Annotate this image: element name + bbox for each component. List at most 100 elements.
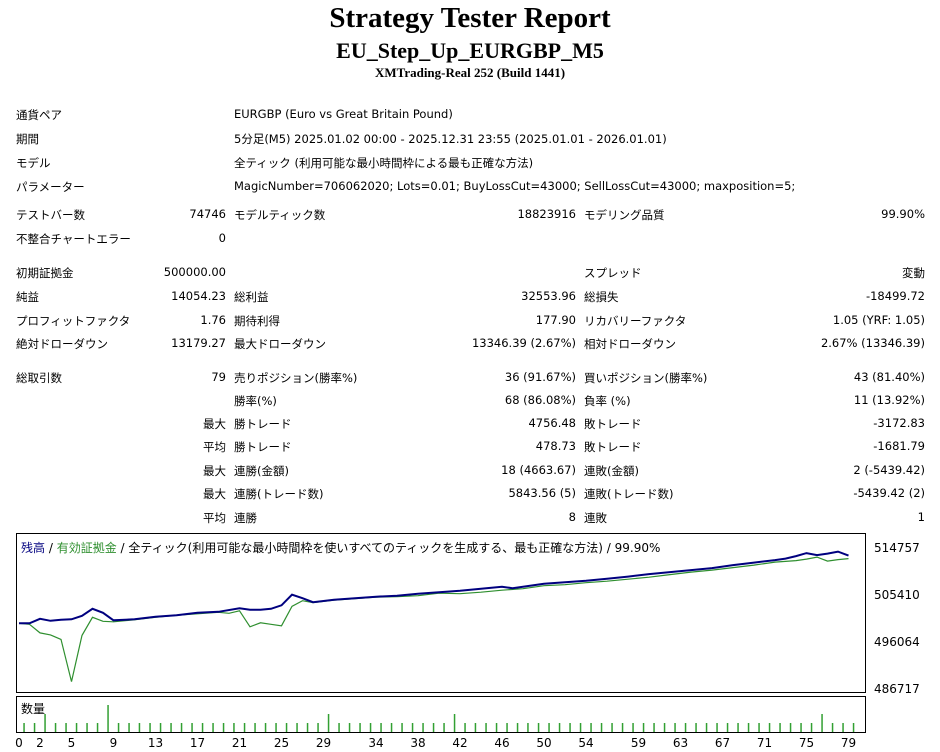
- volume-bar: [485, 723, 487, 732]
- x-tick-label: 50: [536, 736, 552, 750]
- stat-label-2: 勝トレード: [234, 440, 292, 454]
- volume-bar: [285, 723, 288, 732]
- balance-line: [19, 550, 849, 625]
- stat-value-1: 14054.23: [171, 289, 226, 303]
- info-label: 通貨ペア: [16, 108, 62, 122]
- volume-bar: [705, 723, 708, 732]
- volume-bar: [737, 723, 739, 732]
- stat-value-3: -5439.42 (2): [853, 486, 925, 500]
- volume-bar: [600, 723, 603, 732]
- stat-label-1: テストバー数: [16, 208, 85, 222]
- x-tick-label: 2: [36, 736, 44, 750]
- stat-label-2: 連勝: [234, 511, 257, 525]
- volume-bar: [149, 723, 151, 732]
- volume-bar: [138, 723, 141, 732]
- x-tick-label: 13: [147, 736, 164, 750]
- stat-label-2: 総利益: [234, 290, 269, 304]
- stats-row: 初期証拠金 500000.00 スプレッド 変動: [0, 262, 940, 282]
- info-label: 期間: [16, 132, 39, 146]
- volume-chart: 数量: [16, 696, 866, 733]
- stat-label-3: 連敗(トレード数): [584, 487, 674, 501]
- volume-bar: [117, 723, 120, 732]
- info-row: パラメーター MagicNumber=706062020; Lots=0.01; …: [0, 176, 940, 196]
- stat-value-1: 平均: [203, 440, 226, 454]
- volume-bar: [233, 723, 235, 732]
- info-label: モデル: [16, 156, 51, 170]
- volume-bar: [180, 723, 183, 732]
- report-title: Strategy Tester Report: [329, 2, 611, 34]
- stat-label-1: 絶対ドローダウン: [16, 337, 108, 351]
- volume-bar: [107, 705, 109, 732]
- volume-bar: [432, 723, 435, 732]
- volume-bar: [716, 723, 718, 732]
- volume-bar: [54, 723, 57, 732]
- x-tick-label: 21: [231, 736, 248, 750]
- stat-value-1: 79: [211, 370, 226, 384]
- legend-description: / 全ティック(利用可能な最小時間枠を使いすべてのティックを生成する、最も正確な…: [116, 541, 661, 555]
- volume-bar: [401, 723, 403, 732]
- balance-chart: [16, 533, 866, 693]
- x-tick-label: 75: [798, 736, 815, 750]
- stat-label-1: 総取引数: [16, 371, 62, 385]
- volume-bar: [306, 723, 309, 732]
- stat-label-1: プロフィットファクタ: [16, 314, 131, 328]
- x-tick-label: 5: [67, 736, 76, 750]
- stats-row: 不整合チャートエラー 0: [0, 228, 940, 248]
- stats-row: テストバー数 74746 モデルティック数 18823916 モデリング品質 99.90%: [0, 204, 940, 224]
- stat-value-2: 5843.56 (5): [508, 486, 576, 500]
- volume-bar: [191, 723, 193, 732]
- volume-bar: [348, 723, 351, 732]
- stat-value-3: 2 (-5439.42): [853, 463, 925, 477]
- stats-row: 最大 勝トレード 4756.48 敗トレード -3172.83: [0, 413, 940, 433]
- volume-bar: [170, 723, 172, 732]
- stat-label-3: 敗トレード: [584, 440, 642, 454]
- volume-bar: [516, 723, 519, 732]
- stat-value-3: -18499.72: [865, 289, 925, 303]
- stat-label-2: 売りポジション(勝率%): [234, 371, 358, 385]
- volume-bar: [695, 723, 697, 732]
- x-tick-label: 71: [756, 736, 773, 750]
- volume-bar: [642, 723, 645, 732]
- volume-bar: [684, 723, 687, 732]
- volume-bar: [527, 723, 529, 732]
- stat-label-3: リカバリーファクタ: [584, 314, 687, 328]
- stat-value-1: 74746: [189, 207, 226, 221]
- volume-bar: [726, 723, 729, 732]
- x-tick-label: 63: [672, 736, 689, 750]
- volume-bar: [96, 723, 99, 732]
- volume-bar: [254, 723, 256, 732]
- legend-equity: 有効証拠金: [56, 541, 117, 555]
- stat-label-3: 連敗: [584, 511, 607, 525]
- x-tick-label: 46: [494, 736, 510, 750]
- volume-bar: [611, 723, 613, 732]
- stats-row: 最大 連勝(トレード数) 5843.56 (5) 連敗(トレード数) -5439.42 …: [0, 483, 940, 503]
- stat-label-3: モデリング品質: [584, 208, 665, 222]
- report-subtitle: EU_Step_Up_EURGBP_M5: [336, 38, 604, 63]
- volume-bar: [621, 723, 624, 732]
- info-row: 期間 5分足(M5) 2025.01.02 00:00 - 2025.12.31 …: [0, 128, 940, 148]
- volume-label: 数量: [21, 702, 46, 716]
- x-tick-label: 79: [840, 736, 857, 750]
- volume-bar: [831, 723, 834, 732]
- y-tick-label: 505410: [874, 588, 920, 603]
- volume-bar: [390, 723, 393, 732]
- x-tick-label: 59: [630, 736, 647, 750]
- info-row: 通貨ペア EURGBP (Euro vs Great Britain Pound): [0, 104, 940, 124]
- volume-bar: [506, 723, 508, 732]
- stat-value-2: 18 (4663.67): [501, 463, 576, 477]
- stat-label-2: 勝率(%): [234, 394, 277, 408]
- info-row: モデル 全ティック (利用可能な最小時間枠による最も正確な方法): [0, 152, 940, 172]
- stat-value-1: 平均: [203, 511, 226, 525]
- stat-label-3: 連敗(金額): [584, 464, 639, 478]
- x-tick-label: 38: [410, 736, 426, 750]
- volume-bar: [212, 723, 214, 732]
- volume-bar: [768, 723, 771, 732]
- info-value: 5分足(M5) 2025.01.02 00:00 - 2025.12.31 23…: [234, 132, 667, 146]
- volume-bar: [758, 723, 760, 732]
- volume-bar: [443, 723, 445, 732]
- volume-bar: [548, 723, 550, 732]
- x-tick-label: 67: [714, 736, 731, 750]
- volume-bar: [747, 723, 750, 732]
- volume-bar: [411, 723, 414, 732]
- volume-bar: [632, 723, 634, 732]
